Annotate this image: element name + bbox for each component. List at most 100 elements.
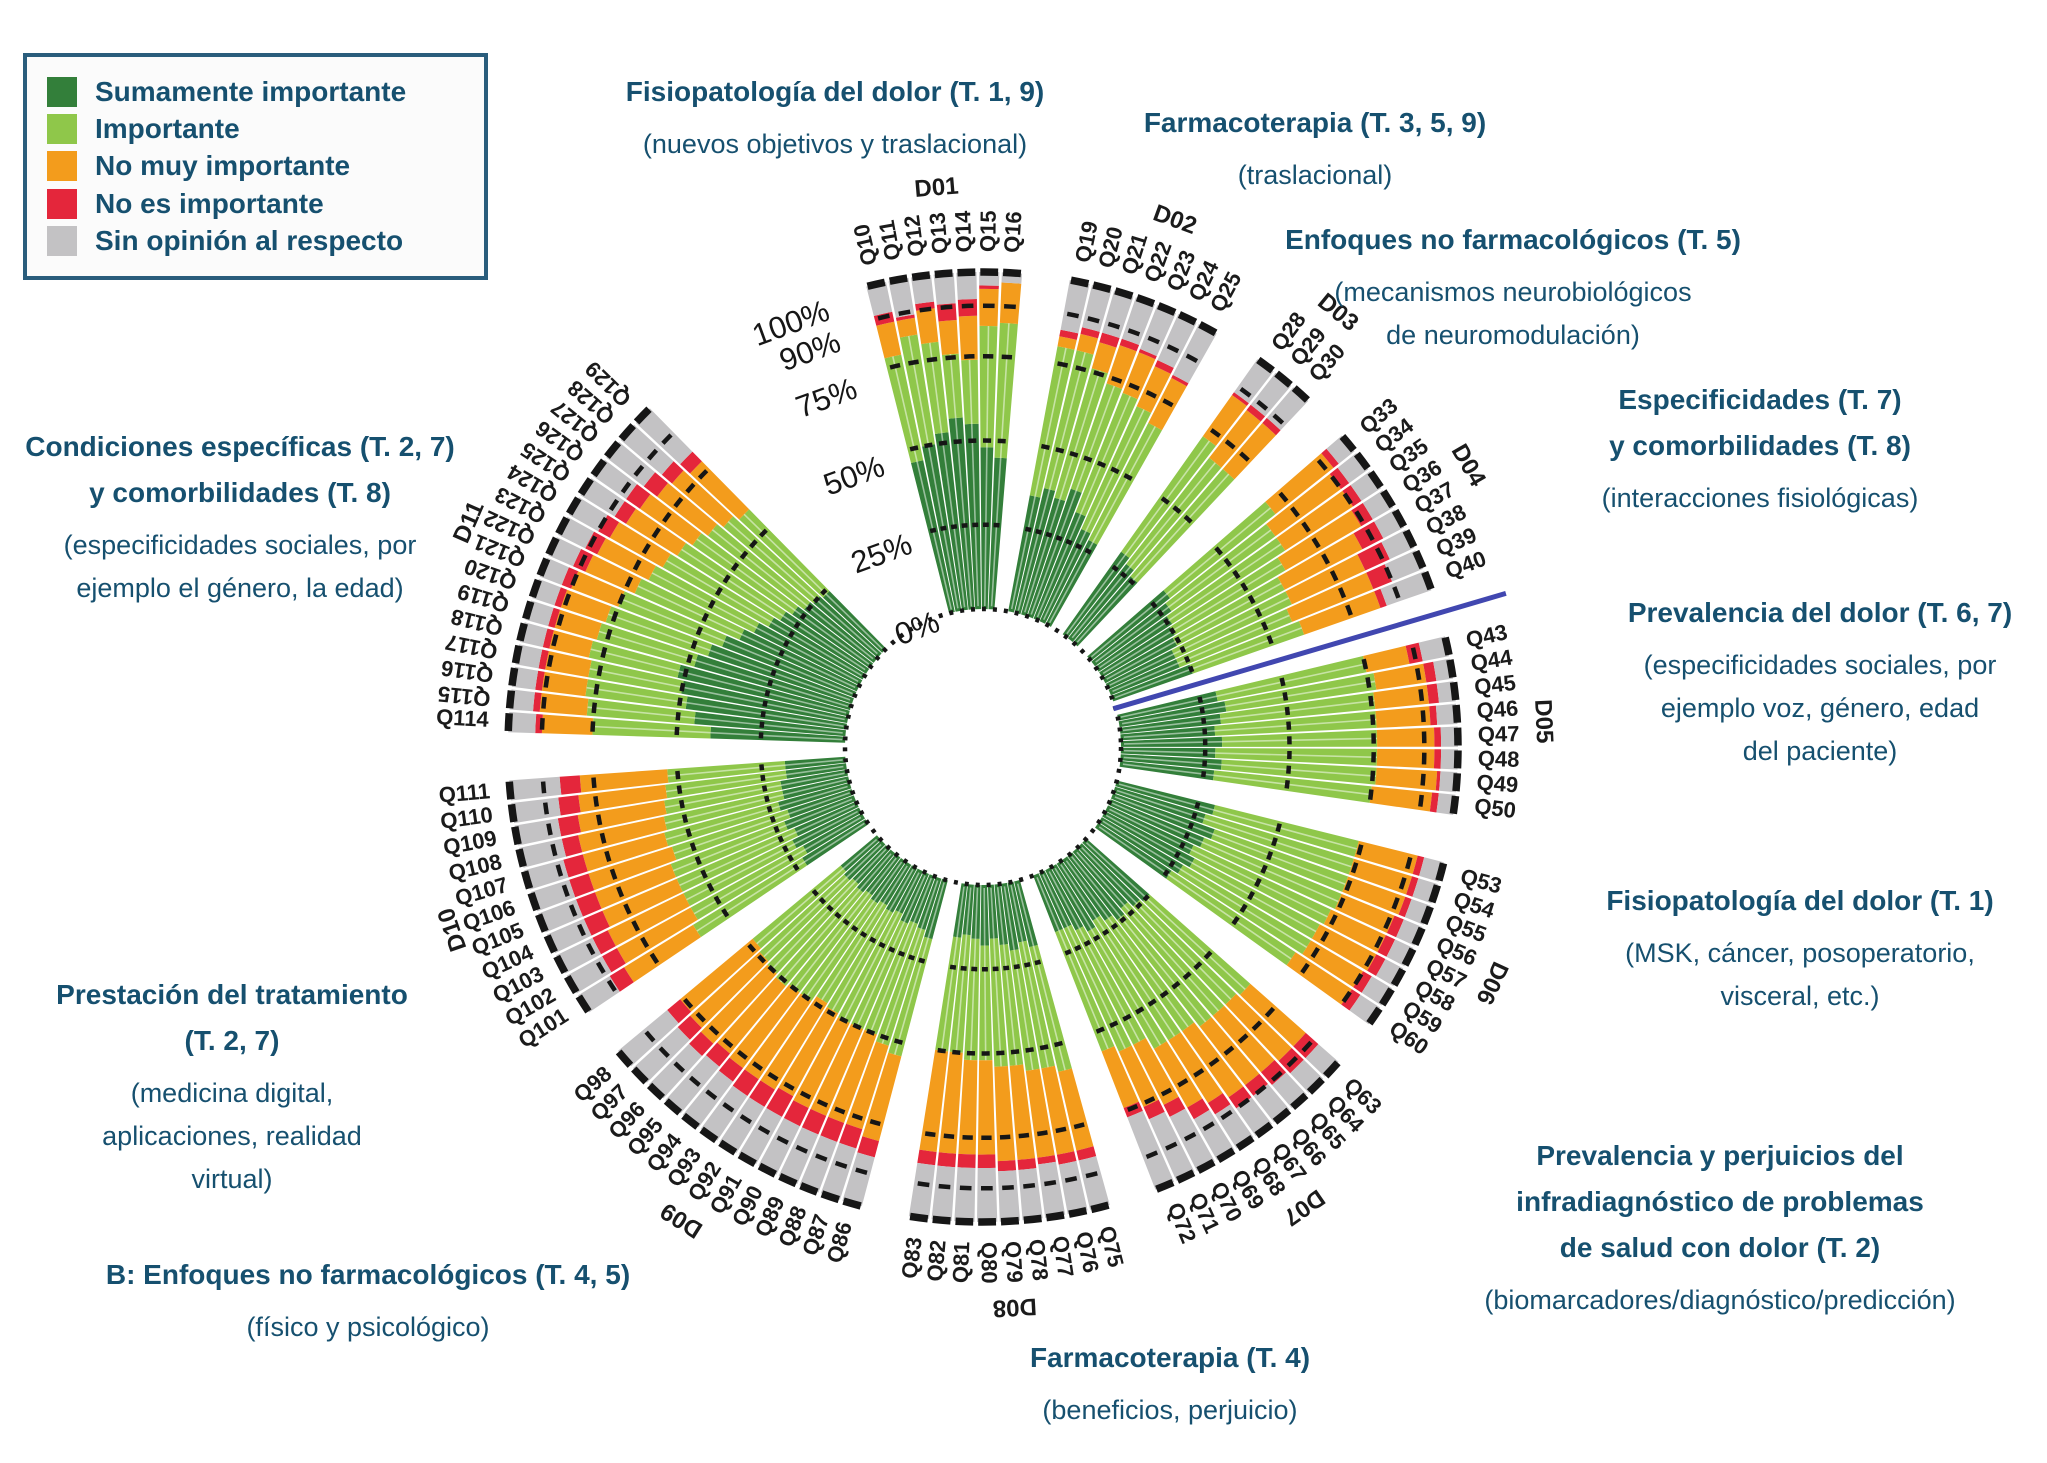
topic-title-line: Prevalencia del dolor (T. 6, 7)	[1627, 597, 2013, 628]
bar-segment	[1212, 805, 1359, 857]
bar-centerline	[1109, 808, 1328, 918]
bar-centerline	[589, 668, 845, 721]
grid-dash-90	[620, 481, 632, 494]
grid-dash-75	[926, 356, 938, 363]
bar-segment	[1311, 924, 1377, 971]
grid-dash-90	[1185, 353, 1199, 364]
bar-segment	[1342, 485, 1362, 507]
bar-segment	[980, 447, 994, 610]
bar-centerline	[1048, 871, 1141, 1042]
bar-segment	[1214, 711, 1377, 736]
bar-Q43	[1117, 636, 1450, 721]
bar-segment	[569, 873, 595, 898]
bar-Q65	[1072, 848, 1307, 1108]
bar-segment	[558, 795, 581, 816]
grid-dash-90	[1127, 328, 1141, 337]
bar-100pct-cap	[1002, 268, 1022, 278]
bar-segment	[876, 321, 902, 359]
grid-dash-25	[1119, 916, 1127, 924]
grid-dash-75	[1345, 604, 1353, 616]
grid-dash-75	[610, 610, 619, 623]
question-label-Q79: Q79	[1000, 1240, 1027, 1283]
bar-segment	[1440, 749, 1458, 770]
bar-Q126	[592, 459, 874, 669]
bar-segment	[888, 277, 915, 318]
bar-segment	[954, 1167, 976, 1222]
grid-dash-75	[1093, 370, 1105, 378]
bar-segment	[1285, 554, 1366, 605]
bar-centerline	[1112, 614, 1290, 693]
grid-dash-90	[1044, 1179, 1057, 1187]
grid-dash-50	[1069, 450, 1079, 458]
topic-label-9: B: Enfoques no farmacológicos (T. 4, 5) (…	[106, 1252, 630, 1349]
bar-segment	[957, 1153, 976, 1168]
grid-dash-25	[811, 889, 819, 897]
grid-dash-50	[839, 1016, 849, 1024]
grid-dash-25	[1174, 636, 1182, 644]
axis-tick-label-0: 0%	[890, 604, 944, 652]
grid-dash-90	[1002, 1184, 1014, 1191]
gridline-dashes-layer	[504, 268, 1462, 1226]
topic-subtitle-line: ejemplo el género, la edad)	[76, 573, 404, 603]
bar-100pct-cap	[1274, 370, 1293, 388]
bar-segment	[1240, 983, 1306, 1047]
bar-segment	[820, 1142, 857, 1200]
bar-segment	[541, 671, 588, 697]
bar-centerline	[620, 598, 853, 695]
bar-segment	[560, 589, 612, 623]
grid-dash-75	[1310, 947, 1320, 959]
grid-dash-75	[591, 777, 597, 789]
grid-dash-50	[1171, 980, 1181, 990]
grid-dash-50	[1055, 447, 1065, 454]
bar-100pct-cap	[1421, 570, 1435, 591]
grid-dash-75	[640, 936, 650, 948]
bar-segment	[1373, 684, 1429, 709]
grid-dash-75	[1209, 428, 1221, 438]
bar-centerline	[1071, 462, 1216, 639]
grid-dash-25	[773, 825, 780, 833]
bar-100pct-cap	[604, 440, 622, 459]
bar-segment	[1029, 945, 1072, 1072]
bar-100pct-cap	[553, 954, 569, 975]
grid-dash-50	[1260, 621, 1269, 631]
bar-centerline	[1076, 473, 1230, 643]
bar-segment	[1373, 663, 1427, 690]
bar-100pct-cap	[1428, 884, 1441, 904]
bar-segment	[1037, 1155, 1056, 1165]
grid-dash-75	[651, 527, 661, 539]
bar-segment	[624, 924, 701, 983]
grid-dash-90	[541, 696, 547, 709]
bar-100pct-cap	[1401, 947, 1417, 967]
bar-segment	[1025, 1068, 1055, 1158]
bar-100pct-cap	[1175, 1169, 1196, 1184]
grid-dash-50	[1247, 890, 1255, 901]
bar-segment	[680, 938, 761, 1012]
bar-segment	[1329, 467, 1350, 489]
bar-segment	[1209, 410, 1261, 468]
grid-dash-50	[813, 1001, 823, 1010]
grid-dash-50	[686, 654, 693, 664]
bar-segment	[542, 628, 554, 649]
grid-dash-25	[774, 659, 781, 667]
grid-dash-90	[543, 675, 550, 688]
bar-segment	[744, 993, 812, 1080]
grid-dash-25	[960, 965, 967, 971]
bar-segment	[896, 317, 918, 338]
bar-100pct-cap	[1092, 281, 1112, 294]
bar-segment	[864, 920, 918, 1035]
bar-centerline	[1066, 440, 1211, 635]
bar-segment	[626, 484, 651, 509]
question-label-Q16: Q16	[999, 211, 1026, 254]
bar-Q97	[633, 840, 886, 1083]
grid-dash-25	[1183, 655, 1191, 663]
bar-100pct-cap	[1216, 1147, 1236, 1163]
bar-Q91	[738, 865, 918, 1165]
domain-label-D09: D09	[656, 1197, 708, 1243]
grid-dash-50	[801, 993, 811, 1002]
bar-segment	[851, 920, 908, 1030]
bar-segment	[511, 797, 561, 824]
bar-centerline	[983, 887, 987, 1061]
grid-dash-50	[677, 697, 683, 707]
bar-segment	[1418, 636, 1450, 662]
bar-segment	[1228, 1086, 1252, 1109]
